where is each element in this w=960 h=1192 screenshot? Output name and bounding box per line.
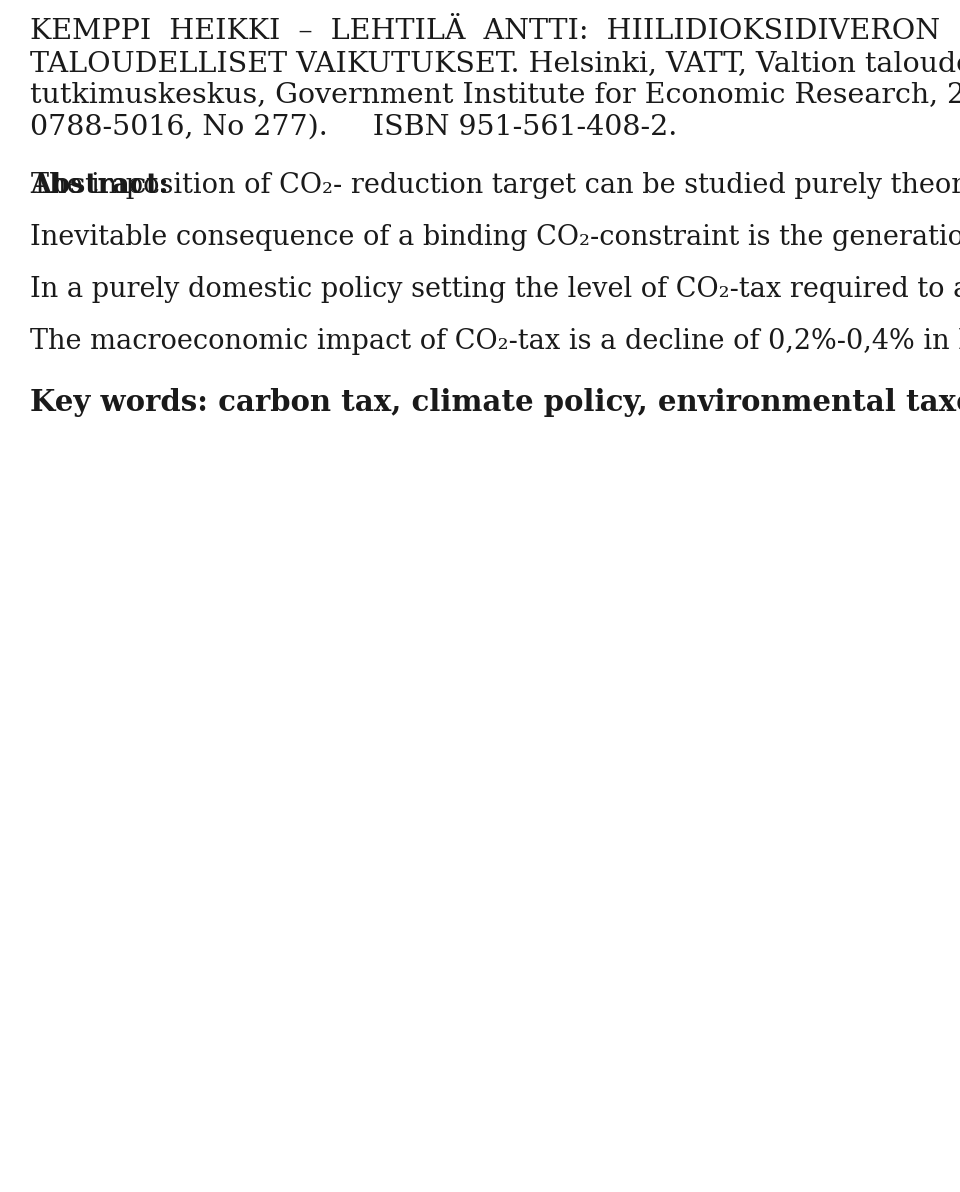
Text: 0788-5016, No 277).     ISBN 951-561-408-2.: 0788-5016, No 277). ISBN 951-561-408-2. bbox=[30, 114, 677, 141]
Text: Abstract:: Abstract: bbox=[30, 172, 169, 199]
Text: TALOUDELLISET VAIKUTUKSET. Helsinki, VATT, Valtion taloudellinen: TALOUDELLISET VAIKUTUKSET. Helsinki, VAT… bbox=[30, 50, 960, 77]
Text: Inevitable consequence of a binding CO₂-constraint is the generation of scarcity: Inevitable consequence of a binding CO₂-… bbox=[30, 224, 960, 252]
Text: Key words: carbon tax, climate policy, environmental taxes: Key words: carbon tax, climate policy, e… bbox=[30, 389, 960, 417]
Text: The macroeconomic impact of CO₂-tax is a decline of 0,2%-0,4% in household consu: The macroeconomic impact of CO₂-tax is a… bbox=[30, 328, 960, 355]
Text: KEMPPI  HEIKKI  –  LEHTILÄ  ANTTI:  HIILIDIOKSIDIVERON: KEMPPI HEIKKI – LEHTILÄ ANTTI: HIILIDIOK… bbox=[30, 18, 940, 45]
Text: The imposition of CO₂- reduction target can be studied purely theoretically, for: The imposition of CO₂- reduction target … bbox=[31, 172, 960, 199]
Text: tutkimuskeskus, Government Institute for Economic Research, 2002, (C, ISSN: tutkimuskeskus, Government Institute for… bbox=[30, 82, 960, 108]
Text: In a purely domestic policy setting the level of CO₂-tax required to achieve fir: In a purely domestic policy setting the … bbox=[30, 277, 960, 304]
